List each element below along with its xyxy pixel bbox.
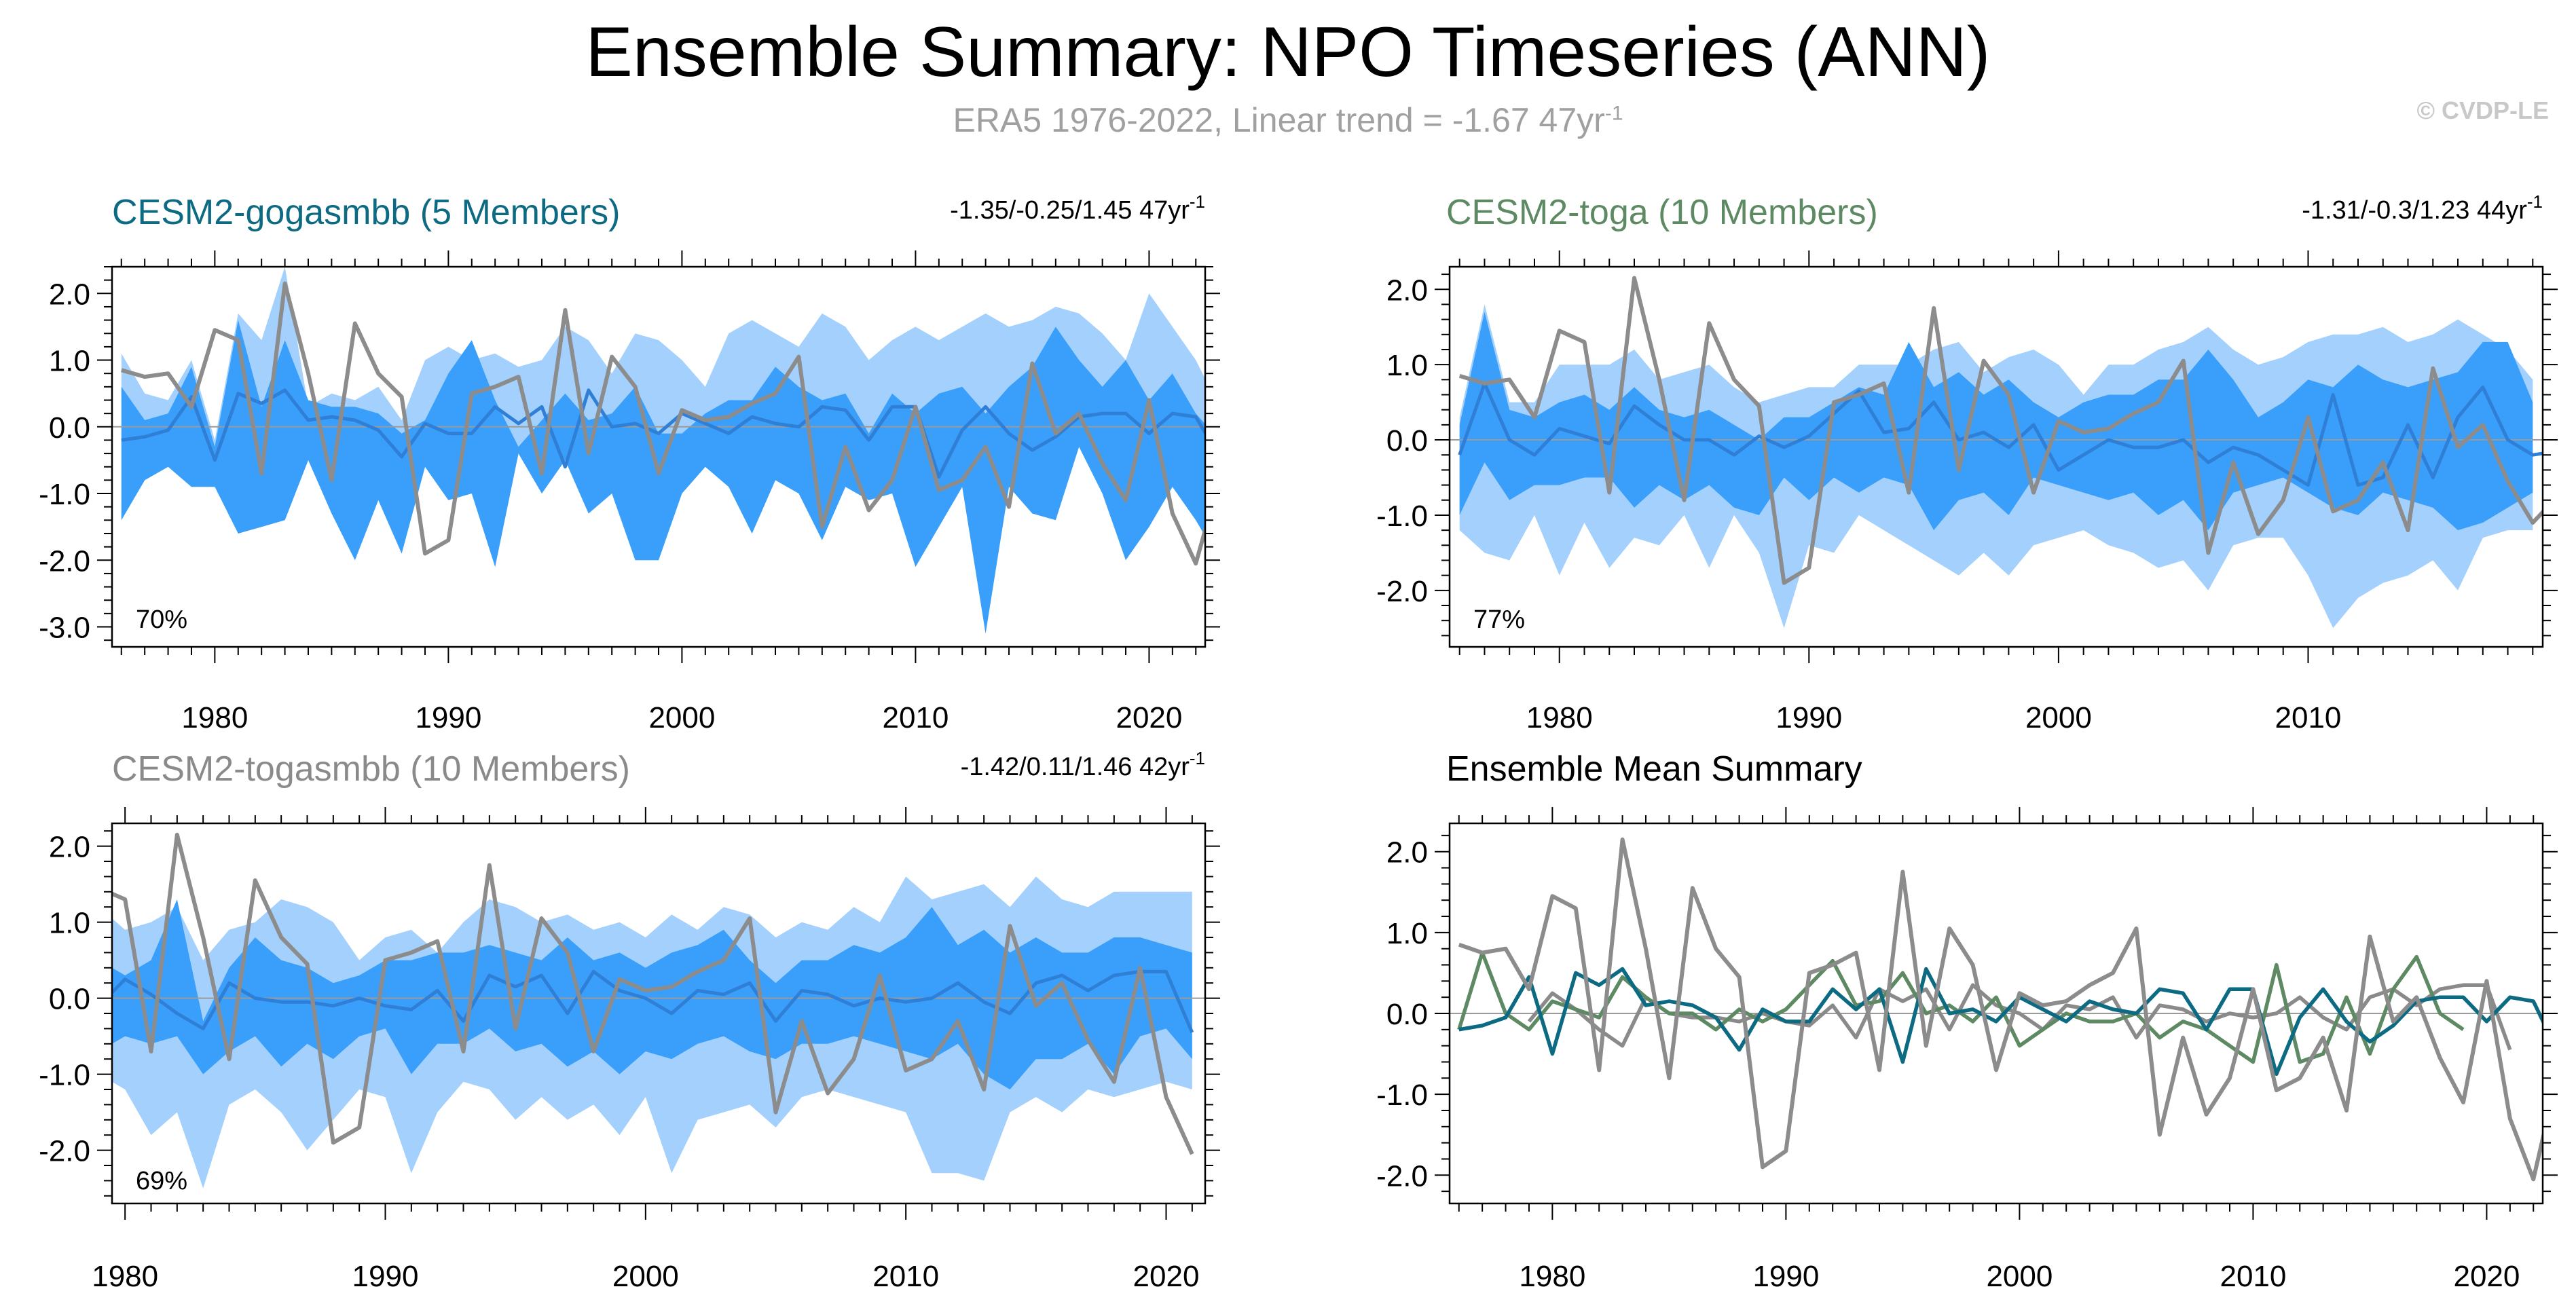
x-tick-label: 2010	[882, 701, 949, 734]
chart-panel-2: 2.0 1.0 0.0 -1.0 -2.0 1980 1990 2000 2010 CESM2-t…	[1376, 191, 2558, 734]
series-observations	[1458, 276, 2543, 585]
series-observations	[1458, 837, 2543, 1182]
y-tick-label: 0.0	[1386, 998, 1428, 1031]
y-tick-label: -2.0	[39, 1135, 90, 1168]
percent-label: 77%	[1473, 605, 1525, 634]
subtitle-text: ERA5 1976-2022, Linear trend = -1.67 47y…	[953, 101, 1605, 139]
x-tick-label: 2020	[1133, 1260, 1200, 1293]
y-tick-label: -1.0	[39, 1059, 90, 1092]
chart-panel-4: 2.0 1.0 0.0 -1.0 -2.0 1980 1990 2000 2010 2020 Ens…	[1376, 749, 2558, 1293]
axis-ticks	[97, 807, 1220, 1220]
series-inner-band	[112, 899, 1192, 1089]
x-tick-label: 2020	[2453, 1260, 2520, 1293]
chart-title: CESM2-togasmbb (10 Members)	[112, 749, 630, 789]
percent-label: 69%	[136, 1167, 187, 1195]
x-tick-label: 2000	[612, 1260, 679, 1293]
plot-area	[1450, 276, 2543, 629]
chart-panel-3: 2.0 1.0 0.0 -1.0 -2.0 1980 1990 2000 2010 2020 CES…	[39, 748, 1220, 1293]
plot-area	[1450, 837, 2543, 1182]
x-tick-label: 2020	[1116, 701, 1182, 734]
x-tick-label: 2000	[2025, 701, 2092, 734]
percent-label: 70%	[136, 605, 187, 634]
series-observations	[120, 281, 1205, 566]
chart-panel-1: 2.0 1.0 0.0 -1.0 -2.0 -3.0 1980 1990 2000 2010 202…	[39, 191, 1220, 734]
plot-frame	[1448, 265, 2544, 648]
trend-label: -1.31/-0.3/1.23 44yr-1	[2302, 191, 2543, 225]
series-cesm2-togasmbb	[1527, 983, 2512, 1051]
y-tick-label: -2.0	[1376, 1159, 1428, 1193]
x-tick-label: 2010	[872, 1260, 939, 1293]
series-ensemble-mean	[112, 969, 1194, 1033]
series-cesm2-gogasmbb	[1458, 967, 2543, 1077]
x-tick-label: 1990	[352, 1260, 419, 1293]
y-tick-label: -1.0	[39, 478, 90, 511]
y-tick-label: 2.0	[49, 831, 90, 864]
axis-ticks	[1435, 250, 2558, 663]
y-tick-label: -2.0	[39, 544, 90, 578]
chart-title: CESM2-gogasmbb (5 Members)	[112, 193, 620, 232]
y-tick-label: 2.0	[1386, 274, 1428, 307]
subtitle-superscript: -1	[1604, 102, 1623, 125]
x-tick-label: 2000	[648, 701, 715, 734]
plot-area	[112, 832, 1205, 1189]
chart-title: Ensemble Mean Summary	[1446, 749, 1862, 789]
axis-ticks	[1435, 807, 2558, 1220]
axis-ticks	[97, 250, 1220, 663]
y-tick-label: 0.0	[49, 411, 90, 445]
y-tick-label: 1.0	[1386, 349, 1428, 382]
series-observations	[112, 832, 1194, 1155]
plot-area	[112, 267, 1205, 634]
x-tick-label: 1980	[181, 701, 248, 734]
series-ensemble-mean	[1458, 381, 2543, 487]
trend-label: -1.35/-0.25/1.45 47yr-1	[950, 191, 1205, 225]
copyright-label: © CVDP-LE	[2416, 96, 2549, 124]
chart-title: CESM2-toga (10 Members)	[1446, 193, 1878, 232]
y-tick-label: -2.0	[1376, 575, 1428, 608]
x-tick-label: 2010	[2275, 701, 2342, 734]
y-tick-label: 1.0	[49, 345, 90, 378]
trend-label: -1.42/0.11/1.46 42yr-1	[961, 748, 1205, 781]
y-tick-label: -1.0	[1376, 1079, 1428, 1112]
x-tick-label: 1990	[1752, 1260, 1819, 1293]
y-tick-label: 2.0	[49, 278, 90, 311]
x-tick-label: 1980	[92, 1260, 158, 1293]
y-tick-label: -1.0	[1376, 500, 1428, 533]
series-inner-band	[1459, 312, 2533, 531]
y-tick-label: 2.0	[1386, 836, 1428, 870]
y-tick-label: 1.0	[49, 907, 90, 940]
x-tick-label: 1980	[1519, 1260, 1585, 1293]
x-tick-label: 1980	[1526, 701, 1593, 734]
y-tick-label: 1.0	[1386, 917, 1428, 950]
y-tick-label: 0.0	[1386, 424, 1428, 457]
page-title: Ensemble Summary: NPO Timeseries (ANN)	[585, 13, 1991, 92]
series-inner-band	[121, 320, 1205, 634]
y-tick-label: -3.0	[39, 612, 90, 645]
x-tick-label: 1990	[415, 701, 481, 734]
x-tick-label: 2000	[1986, 1260, 2053, 1293]
page-subtitle: ERA5 1976-2022, Linear trend = -1.67 47y…	[0, 100, 2576, 140]
y-tick-label: 0.0	[49, 983, 90, 1016]
x-tick-label: 1990	[1775, 701, 1842, 734]
series-cesm2-toga	[1457, 950, 2465, 1064]
x-tick-label: 2010	[2220, 1260, 2286, 1293]
